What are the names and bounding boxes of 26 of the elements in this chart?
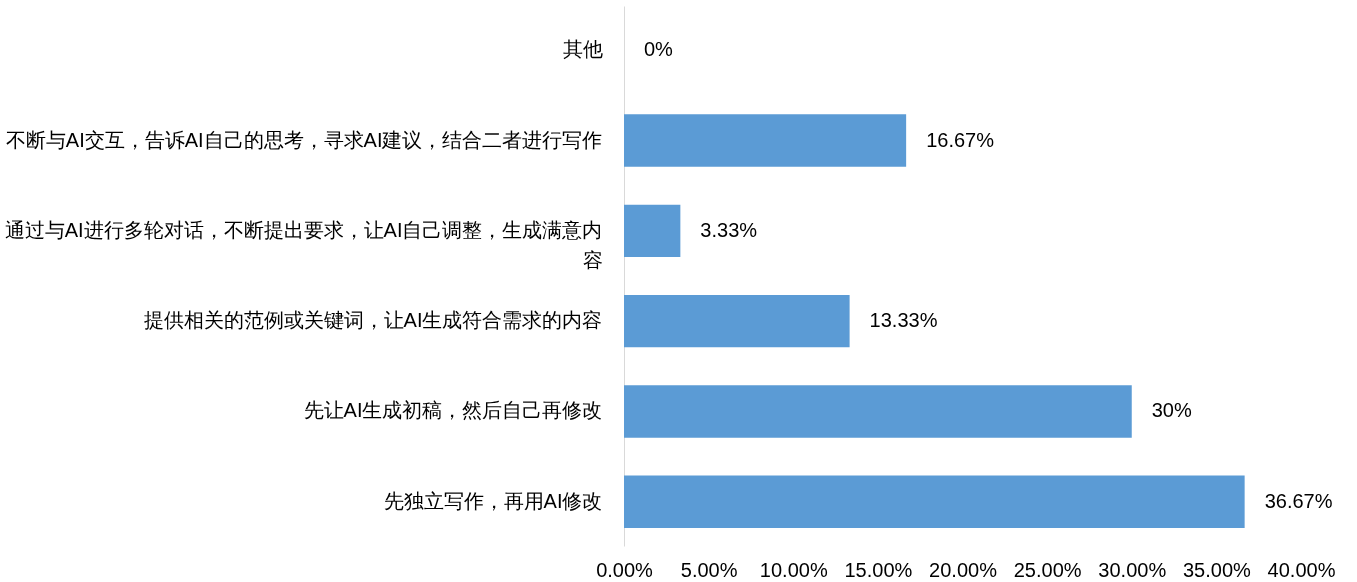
data-label: 36.67% [1264, 489, 1333, 512]
x-tick-label: 20.00% [929, 558, 998, 581]
x-tick-label: 15.00% [844, 558, 913, 581]
bar [624, 114, 907, 167]
x-tick-label: 5.00% [680, 558, 738, 581]
x-tick-label: 40.00% [1267, 558, 1336, 581]
x-tick-label: 35.00% [1182, 558, 1251, 581]
y-tick-label: 提供相关的范例或关键词，让AI生成符合需求的内容 [143, 309, 603, 332]
data-label: 30% [1151, 399, 1192, 422]
y-tick-label: 先独立写作，再用AI修改 [383, 489, 603, 512]
y-tick-label: 其他 [562, 38, 603, 61]
x-tick-label: 10.00% [759, 558, 828, 581]
y-tick-label: 先让AI生成初稿，然后自己再修改 [303, 399, 603, 422]
bar [624, 385, 1132, 438]
bar [624, 294, 850, 348]
y-tick-label: 通过与AI进行多轮对话，不断提出要求，让AI自己调整，生成满意内容 [4, 218, 603, 271]
x-tick-label: 25.00% [1013, 558, 1082, 581]
x-tick-label: 30.00% [1098, 558, 1167, 581]
data-label: 16.67% [926, 128, 995, 151]
bar [624, 475, 1245, 528]
y-tick-label: 不断与AI交互，告诉AI自己的思考，寻求AI建议，结合二者进行写作 [5, 128, 603, 151]
data-label: 3.33% [700, 218, 758, 241]
bar [624, 204, 681, 258]
x-tick-label: 0.00% [596, 558, 654, 581]
data-label: 13.33% [869, 309, 938, 332]
data-label: 0% [644, 38, 674, 61]
